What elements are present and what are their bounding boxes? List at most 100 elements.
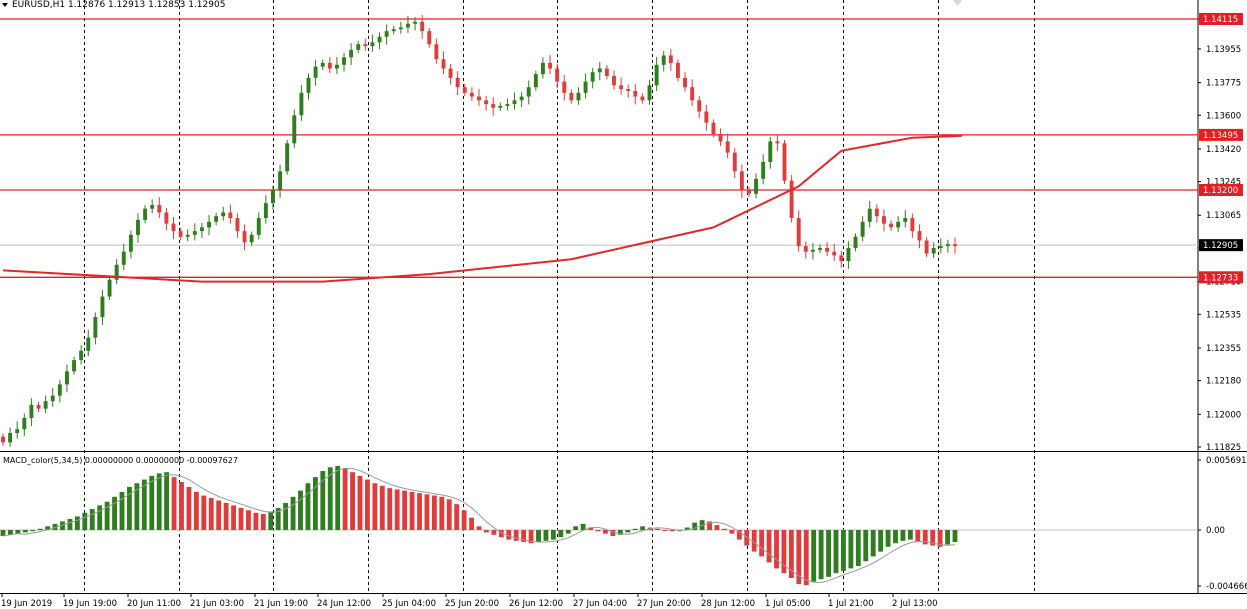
macd-histogram-bar xyxy=(372,483,378,530)
macd-histogram-bar xyxy=(119,491,125,530)
candle-body xyxy=(889,223,894,228)
macd-histogram-bar xyxy=(885,530,891,547)
candle-body xyxy=(548,62,552,69)
macd-histogram-bar xyxy=(67,518,73,530)
macd-histogram-bar xyxy=(260,514,266,530)
candle-body xyxy=(292,115,297,144)
candle-body xyxy=(647,85,652,101)
level-price-label: 1.13495 xyxy=(1203,131,1238,141)
macd-histogram-bar xyxy=(60,521,65,530)
candle-body xyxy=(157,204,162,213)
price-tick-label: 1.13420 xyxy=(1206,145,1241,155)
candle-body xyxy=(725,141,730,153)
macd-histogram-bar xyxy=(952,530,958,543)
macd-histogram-bar xyxy=(744,530,750,546)
candle-body xyxy=(136,219,140,235)
candle-body xyxy=(462,87,467,93)
macd-histogram-bar xyxy=(431,495,437,530)
candle-body xyxy=(384,31,389,37)
candle-body xyxy=(718,133,723,142)
macd-histogram-bar xyxy=(164,472,170,530)
candle-body xyxy=(590,72,595,82)
candle-body xyxy=(178,231,183,237)
time-tick-label: 20 Jun 11:00 xyxy=(127,599,181,609)
macd-histogram-bar xyxy=(662,530,668,531)
candle-body xyxy=(256,218,261,235)
candle-body xyxy=(853,236,858,248)
macd-histogram-bar xyxy=(945,530,950,545)
candle-body xyxy=(526,87,531,97)
candle-body xyxy=(249,234,254,243)
macd-histogram-bar xyxy=(208,498,214,530)
macd-histogram-bar xyxy=(900,530,906,541)
candle-body xyxy=(533,74,538,88)
macd-histogram-bar xyxy=(684,527,690,530)
candle-body xyxy=(214,216,219,222)
macd-histogram-bar xyxy=(275,507,281,530)
candle-body xyxy=(768,141,773,162)
candle-body xyxy=(271,190,275,204)
macd-histogram-bar xyxy=(379,485,385,530)
macd-histogram-bar xyxy=(536,530,541,543)
candle-body xyxy=(512,100,517,105)
level-price-label: 1.14115 xyxy=(1203,15,1238,25)
macd-histogram-bar xyxy=(811,530,817,582)
candle-body xyxy=(711,122,716,134)
candle-body xyxy=(619,85,624,90)
candle-body xyxy=(228,212,233,219)
candle-body xyxy=(491,104,496,108)
macd-histogram-bar xyxy=(610,530,616,537)
macd-histogram-bar xyxy=(417,493,422,530)
macd-histogram-bar xyxy=(558,530,564,538)
candle-body xyxy=(469,92,474,97)
candle-body xyxy=(150,204,155,209)
candle-body xyxy=(874,208,879,217)
candle-body xyxy=(242,231,247,243)
macd-histogram-bar xyxy=(186,486,192,530)
scroll-shift-icon[interactable] xyxy=(953,0,962,6)
candle-body xyxy=(22,418,27,430)
macd-histogram-bar xyxy=(766,530,772,563)
candle-body xyxy=(207,221,211,228)
candle-body xyxy=(860,221,865,237)
candle-body xyxy=(477,96,481,101)
macd-histogram-bar xyxy=(573,526,579,530)
macd-histogram-bar xyxy=(692,522,698,530)
macd-histogram-bar xyxy=(543,530,549,541)
macd-histogram-bar xyxy=(454,504,460,530)
macd-histogram-bar xyxy=(736,530,742,540)
macd-histogram-bar xyxy=(97,505,103,530)
time-tick-label: 27 Jun 04:00 xyxy=(573,599,627,609)
macd-histogram-bar xyxy=(565,530,571,534)
candle-body xyxy=(413,21,418,24)
macd-histogram-bar xyxy=(193,491,199,530)
macd-histogram-bar xyxy=(833,530,839,574)
macd-histogram-bar xyxy=(89,509,95,530)
dropdown-arrow-icon[interactable] xyxy=(2,2,8,7)
macd-histogram-bar xyxy=(0,530,6,537)
candle-body xyxy=(945,244,950,247)
candle-body xyxy=(434,44,439,60)
candle-body xyxy=(306,77,311,93)
candle-body xyxy=(320,62,325,67)
candle-body xyxy=(832,251,837,256)
candle-body xyxy=(654,64,659,86)
macd-histogram-bar xyxy=(759,530,765,557)
candle-body xyxy=(398,27,403,30)
price-tick-label: 1.13955 xyxy=(1206,45,1241,55)
macd-histogram-bar xyxy=(238,507,244,530)
candle-body xyxy=(903,218,908,222)
macd-histogram-bar xyxy=(617,530,623,535)
symbol-header: EURUSD,H1 1.12876 1.12913 1.12853 1.1290… xyxy=(2,0,225,10)
macd-histogram-bar xyxy=(320,470,326,530)
candle-body xyxy=(43,401,48,409)
level-price-tag xyxy=(1199,13,1243,25)
macd-histogram-bar xyxy=(409,491,415,530)
candle-body xyxy=(107,279,112,297)
candle-body xyxy=(519,96,524,101)
candle-body xyxy=(427,31,432,45)
candle-body xyxy=(15,429,20,433)
macd-histogram-bar xyxy=(342,468,348,530)
macd-histogram-bar xyxy=(15,530,21,534)
